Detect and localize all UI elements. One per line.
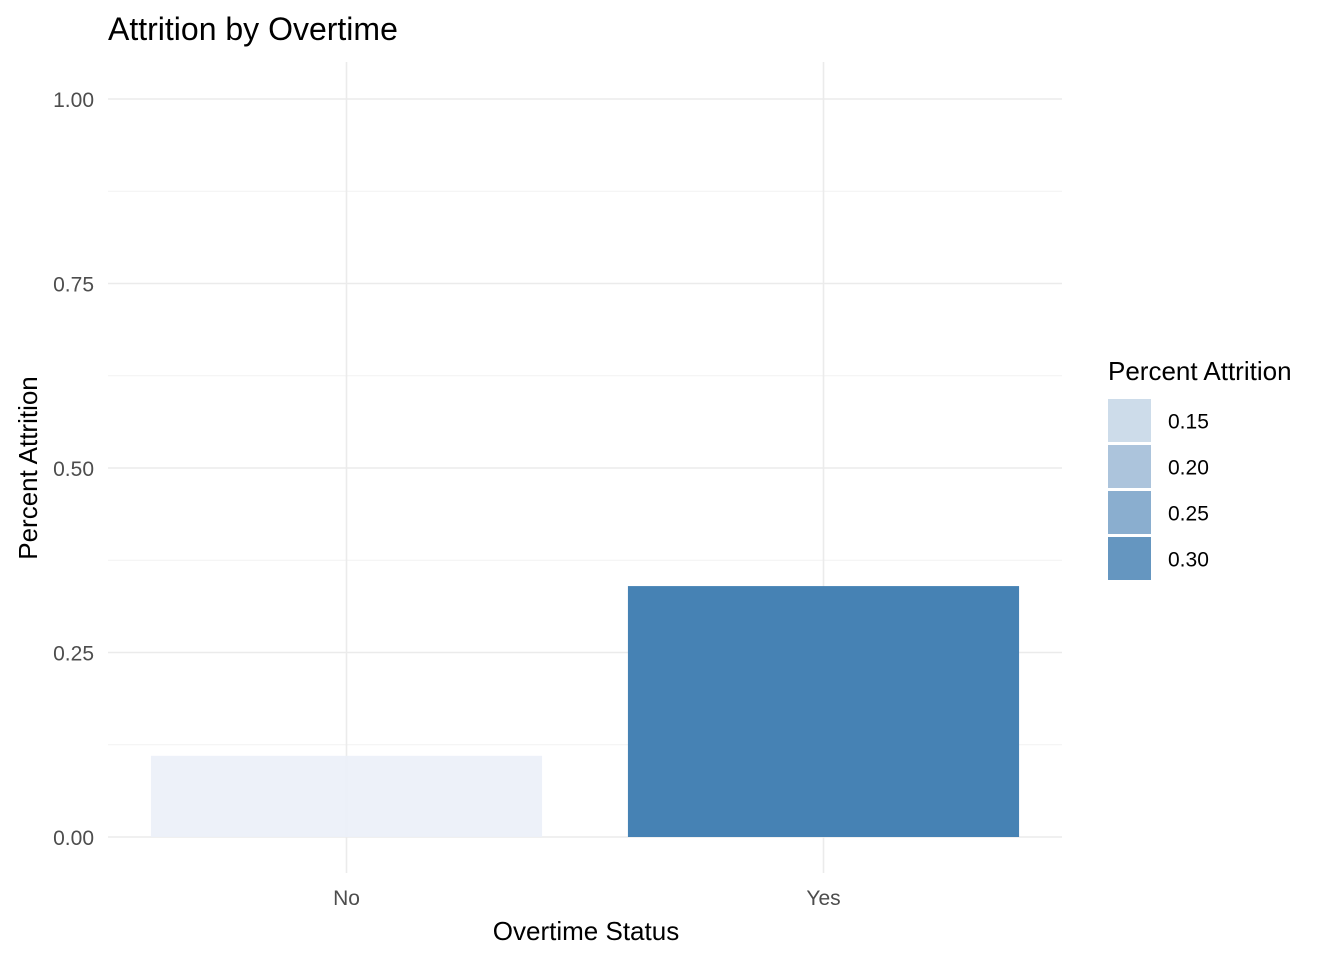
legend-entries: 0.15 0.20 0.25 0.30 xyxy=(1108,399,1209,580)
legend-label: 0.30 xyxy=(1168,549,1209,572)
legend-title: Percent Attrition xyxy=(1108,356,1292,386)
bars xyxy=(150,586,1020,837)
y-tick-label: 0.25 xyxy=(53,643,94,666)
bar-yes xyxy=(627,586,1020,837)
legend: Percent Attrition 0.15 0.20 0.25 0.30 xyxy=(1108,356,1292,580)
y-axis-label: Percent Attrition xyxy=(13,376,43,560)
legend-key xyxy=(1108,537,1151,580)
legend-key xyxy=(1108,399,1151,442)
y-tick-label: 0.50 xyxy=(53,458,94,481)
x-tick-label: Yes xyxy=(806,887,840,910)
bar-no xyxy=(150,755,543,837)
x-axis-label: Overtime Status xyxy=(493,916,679,946)
legend-label: 0.25 xyxy=(1168,503,1209,526)
y-axis-ticks: 0.00 0.25 0.50 0.75 1.00 xyxy=(53,89,94,850)
y-tick-label: 0.00 xyxy=(53,827,94,850)
legend-key xyxy=(1108,491,1151,534)
y-tick-label: 1.00 xyxy=(53,89,94,112)
x-axis-ticks: No Yes xyxy=(333,887,841,910)
legend-label: 0.15 xyxy=(1168,411,1209,434)
y-tick-label: 0.75 xyxy=(53,274,94,297)
legend-key xyxy=(1108,445,1151,488)
legend-label: 0.20 xyxy=(1168,457,1209,480)
x-tick-label: No xyxy=(333,887,360,910)
chart-title: Attrition by Overtime xyxy=(108,11,398,47)
